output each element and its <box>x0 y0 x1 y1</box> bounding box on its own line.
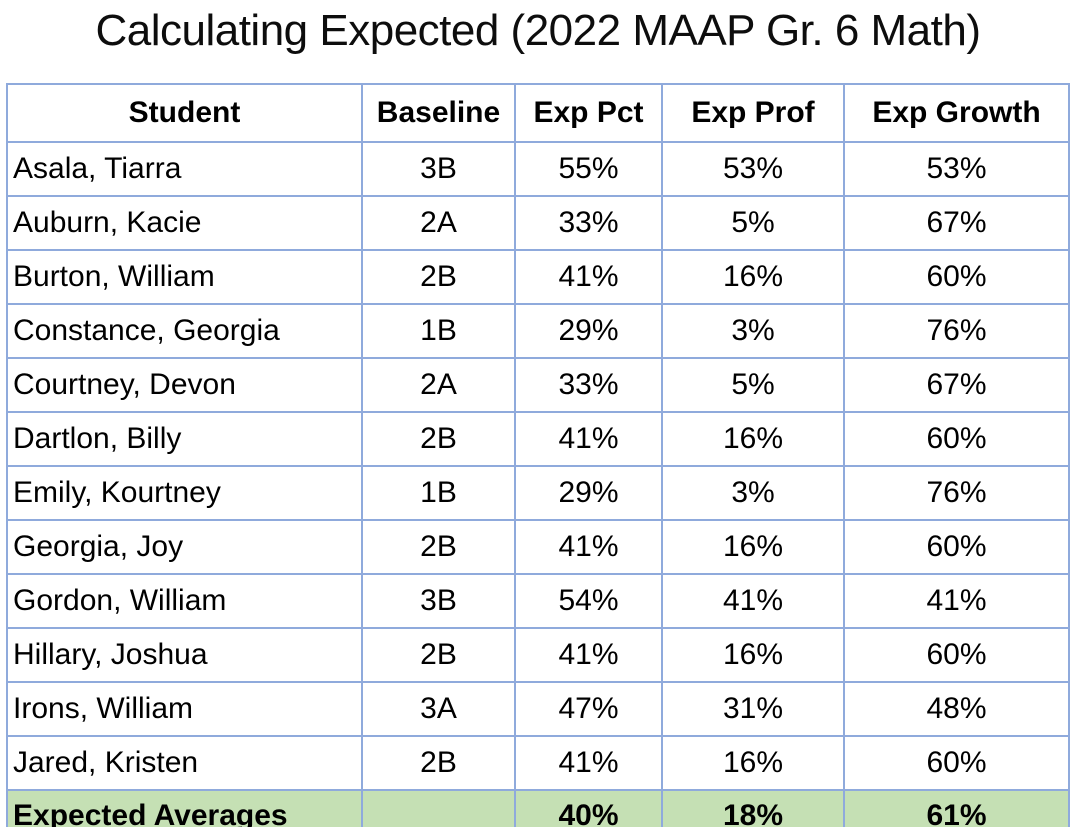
table-row: Asala, Tiarra 3B 55% 53% 53% <box>6 141 1070 197</box>
page-title: Calculating Expected (2022 MAAP Gr. 6 Ma… <box>95 6 981 55</box>
exp-pct-cell: 33% <box>514 195 663 251</box>
baseline-cell: 2B <box>361 519 516 575</box>
student-name-cell: Jared, Kristen <box>6 735 363 791</box>
col-header-student: Student <box>6 83 363 143</box>
exp-growth-cell: 60% <box>843 249 1070 305</box>
exp-growth-cell: 53% <box>843 141 1070 197</box>
exp-pct-cell: 55% <box>514 141 663 197</box>
exp-pct-cell: 41% <box>514 735 663 791</box>
student-name-cell: Gordon, William <box>6 573 363 629</box>
student-name-cell: Dartlon, Billy <box>6 411 363 467</box>
baseline-cell: 2B <box>361 627 516 683</box>
col-header-exp-prof: Exp Prof <box>661 83 845 143</box>
baseline-cell: 2B <box>361 249 516 305</box>
exp-prof-cell: 16% <box>661 411 845 467</box>
exp-prof-cell: 5% <box>661 195 845 251</box>
baseline-cell: 3B <box>361 141 516 197</box>
exp-prof-cell: 3% <box>661 465 845 521</box>
student-name-cell: Constance, Georgia <box>6 303 363 359</box>
baseline-cell: 1B <box>361 303 516 359</box>
student-name-cell: Emily, Kourtney <box>6 465 363 521</box>
table-row: Irons, William 3A 47% 31% 48% <box>6 681 1070 737</box>
student-name-cell: Courtney, Devon <box>6 357 363 413</box>
exp-growth-cell: 60% <box>843 735 1070 791</box>
table-row: Courtney, Devon 2A 33% 5% 67% <box>6 357 1070 413</box>
exp-pct-cell: 47% <box>514 681 663 737</box>
exp-pct-cell: 29% <box>514 465 663 521</box>
student-name-cell: Auburn, Kacie <box>6 195 363 251</box>
baseline-cell: 1B <box>361 465 516 521</box>
exp-growth-cell: 60% <box>843 627 1070 683</box>
student-name-cell: Irons, William <box>6 681 363 737</box>
baseline-cell: 2A <box>361 195 516 251</box>
exp-prof-cell: 41% <box>661 573 845 629</box>
table-row: Gordon, William 3B 54% 41% 41% <box>6 573 1070 629</box>
exp-growth-cell: 60% <box>843 411 1070 467</box>
exp-growth-cell: 41% <box>843 573 1070 629</box>
exp-pct-cell: 41% <box>514 411 663 467</box>
exp-prof-cell: 53% <box>661 141 845 197</box>
student-name-cell: Hillary, Joshua <box>6 627 363 683</box>
exp-pct-cell: 41% <box>514 627 663 683</box>
exp-prof-cell: 31% <box>661 681 845 737</box>
averages-exp-pct-cell: 40% <box>514 789 663 827</box>
student-name-cell: Georgia, Joy <box>6 519 363 575</box>
averages-baseline-cell <box>361 789 516 827</box>
col-header-exp-pct: Exp Pct <box>514 83 663 143</box>
baseline-cell: 2B <box>361 735 516 791</box>
exp-pct-cell: 41% <box>514 519 663 575</box>
expected-averages-row: Expected Averages 40% 18% 61% <box>6 789 1070 827</box>
baseline-cell: 2A <box>361 357 516 413</box>
exp-prof-cell: 16% <box>661 735 845 791</box>
col-header-baseline: Baseline <box>361 83 516 143</box>
header-row: Student Baseline Exp Pct Exp Prof Exp Gr… <box>6 83 1070 143</box>
exp-pct-cell: 41% <box>514 249 663 305</box>
table-body: Asala, Tiarra 3B 55% 53% 53% Auburn, Kacie 2A 3… <box>6 141 1070 791</box>
col-header-exp-growth: Exp Growth <box>843 83 1070 143</box>
averages-label-cell: Expected Averages <box>6 789 363 827</box>
exp-growth-cell: 76% <box>843 303 1070 359</box>
table-row: Hillary, Joshua 2B 41% 16% 60% <box>6 627 1070 683</box>
baseline-cell: 3A <box>361 681 516 737</box>
exp-prof-cell: 5% <box>661 357 845 413</box>
exp-growth-cell: 67% <box>843 357 1070 413</box>
table-row: Emily, Kourtney 1B 29% 3% 76% <box>6 465 1070 521</box>
exp-growth-cell: 48% <box>843 681 1070 737</box>
exp-growth-cell: 67% <box>843 195 1070 251</box>
student-name-cell: Burton, William <box>6 249 363 305</box>
table-row: Burton, William 2B 41% 16% 60% <box>6 249 1070 305</box>
exp-prof-cell: 3% <box>661 303 845 359</box>
table-row: Georgia, Joy 2B 41% 16% 60% <box>6 519 1070 575</box>
table-row: Constance, Georgia 1B 29% 3% 76% <box>6 303 1070 359</box>
exp-pct-cell: 33% <box>514 357 663 413</box>
expected-values-table: Student Baseline Exp Pct Exp Prof Exp Gr… <box>6 83 1070 827</box>
table-row: Auburn, Kacie 2A 33% 5% 67% <box>6 195 1070 251</box>
baseline-cell: 2B <box>361 411 516 467</box>
table-row: Dartlon, Billy 2B 41% 16% 60% <box>6 411 1070 467</box>
student-name-cell: Asala, Tiarra <box>6 141 363 197</box>
exp-pct-cell: 29% <box>514 303 663 359</box>
averages-exp-prof-cell: 18% <box>661 789 845 827</box>
exp-pct-cell: 54% <box>514 573 663 629</box>
exp-prof-cell: 16% <box>661 519 845 575</box>
exp-prof-cell: 16% <box>661 249 845 305</box>
exp-prof-cell: 16% <box>661 627 845 683</box>
exp-growth-cell: 76% <box>843 465 1070 521</box>
baseline-cell: 3B <box>361 573 516 629</box>
table-row: Jared, Kristen 2B 41% 16% 60% <box>6 735 1070 791</box>
exp-growth-cell: 60% <box>843 519 1070 575</box>
averages-exp-growth-cell: 61% <box>843 789 1070 827</box>
